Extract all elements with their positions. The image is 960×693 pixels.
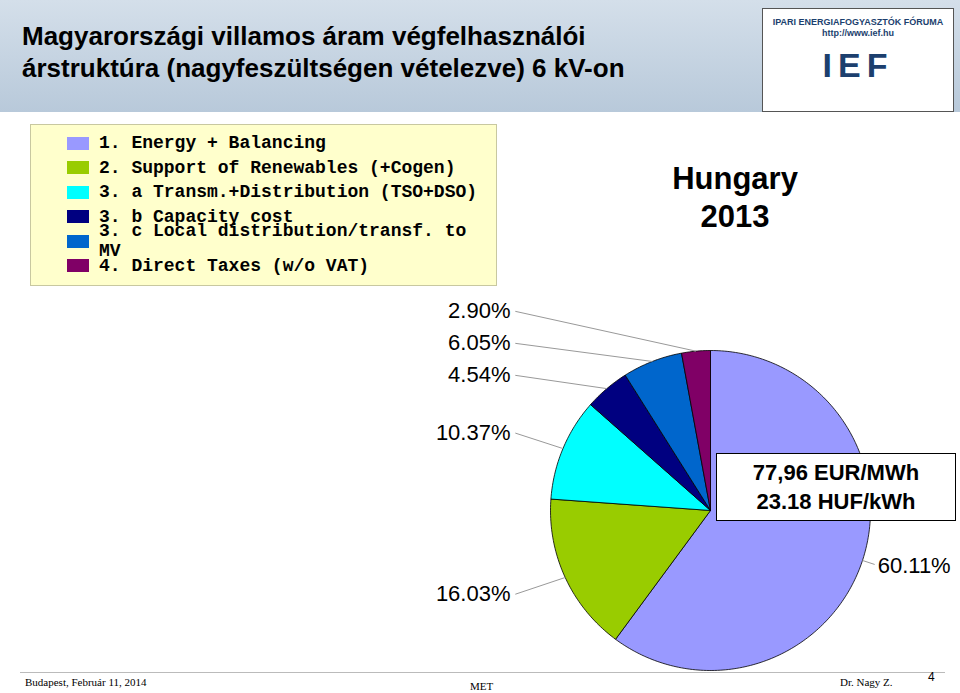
html-text:4: 4: [928, 670, 935, 684]
html-text:Hungary 2013: Hungary 2013: [672, 161, 798, 234]
html-text:3. a Transm.+Distribution (TSO: 3. a Transm.+Distribution (TSO+DSO): [99, 182, 478, 203]
svg-text:10.37%: 10.37%: [436, 420, 511, 445]
html-text:4. Direct Taxes (w/o VAT): 4. Direct Taxes (w/o VAT): [99, 255, 369, 276]
html-text:Magyarországi villamos áram vé: Magyarországi villamos áram végfelhaszná…: [22, 21, 625, 83]
svg-text:6.05%: 6.05%: [448, 330, 510, 355]
html-text:http://www.ief.hu: http://www.ief.hu: [821, 28, 895, 38]
svg-text:60.11%: 60.11%: [878, 553, 951, 578]
html-text:Dr. Nagy Z.: Dr. Nagy Z.: [840, 676, 893, 688]
html-text:IPARI ENERGIAFOGYASZTÓK FÓRUMA: IPARI ENERGIAFOGYASZTÓK FÓRUMA: [772, 17, 944, 27]
html-text:1. Energy + Balancing: 1. Energy + Balancing: [99, 133, 326, 154]
svg-text:4.54%: 4.54%: [448, 362, 510, 387]
html-text:IEF: IEF: [822, 46, 894, 84]
html-text:77,96 EUR/MWh: 77,96 EUR/MWh: [752, 460, 920, 485]
html-text:23.18 HUF/kWh: 23.18 HUF/kWh: [756, 489, 916, 514]
svg-text:2.90%: 2.90%: [448, 298, 510, 323]
html-text:Budapest, Február 11, 2014: Budapest, Február 11, 2014: [25, 676, 147, 688]
svg-text:16.03%: 16.03%: [436, 581, 511, 606]
html-text:3. b Capacity cost: 3. b Capacity cost: [99, 206, 294, 227]
html-text:MET: MET: [470, 680, 494, 692]
html-text:3. c Local distribution/transf: 3. c Local distribution/transf. to MV: [99, 221, 467, 262]
html-text:2. Support of Renewables (+Cog: 2. Support of Renewables (+Cogen): [99, 157, 456, 178]
